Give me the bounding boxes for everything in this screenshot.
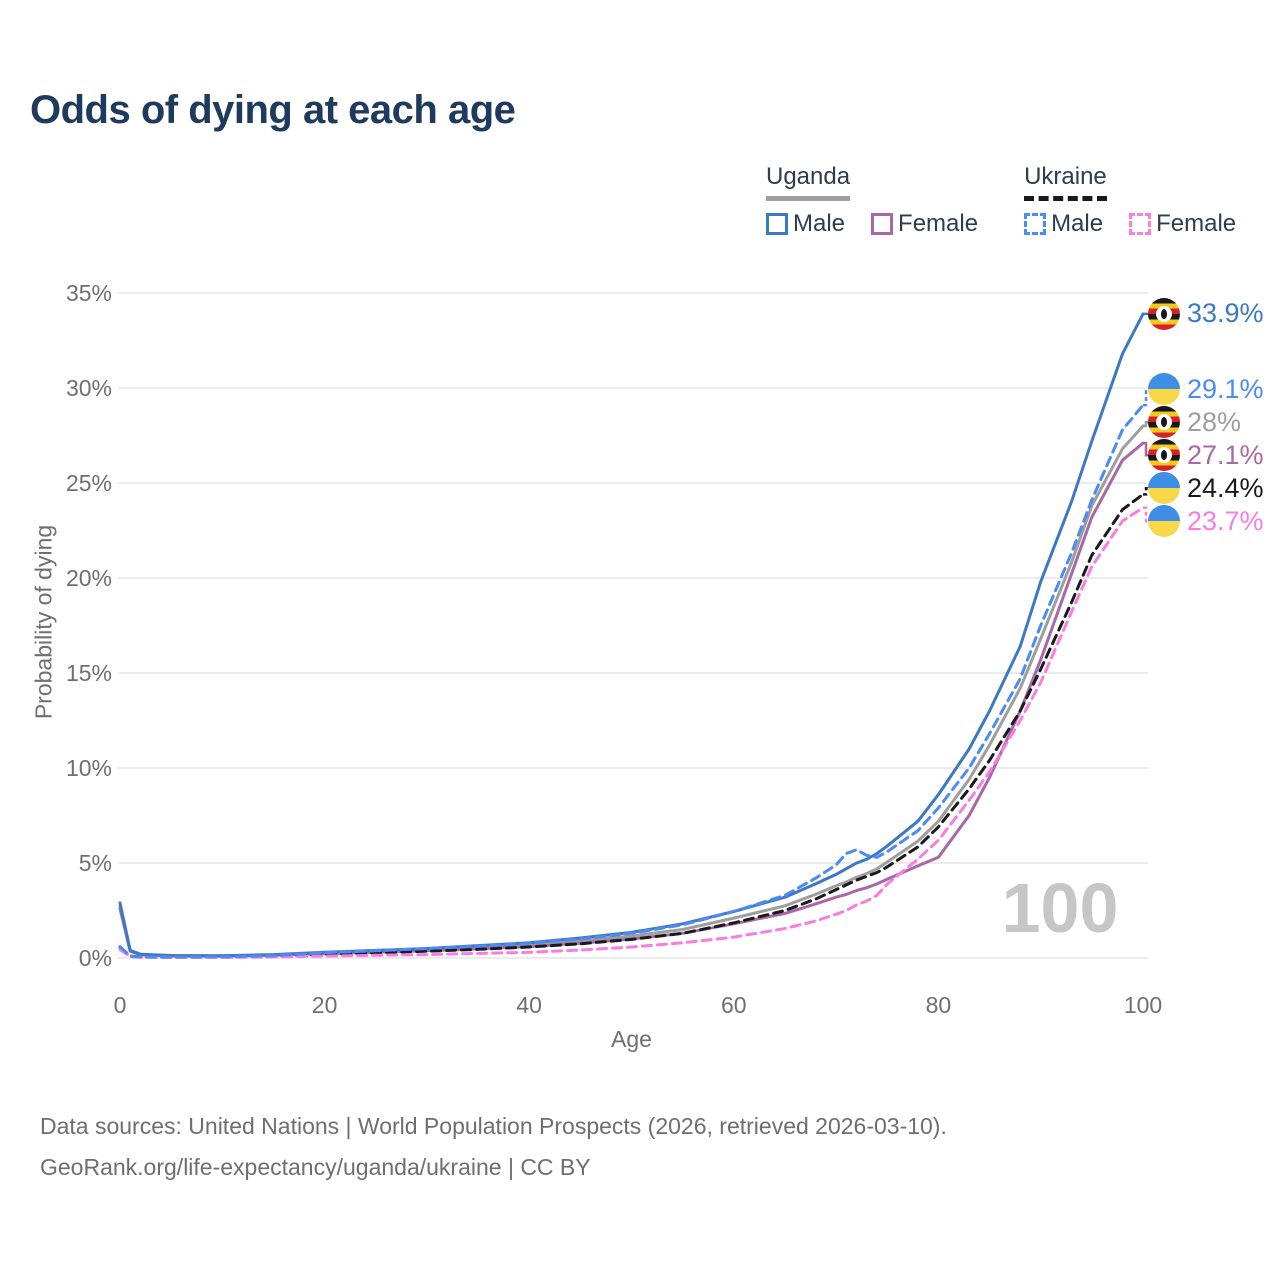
- ukraine-flag-icon: [1148, 373, 1180, 406]
- x-tick-label-20: 20: [312, 992, 338, 1018]
- x-tick-label-80: 80: [926, 992, 952, 1018]
- end-label-uganda-female: 27.1%: [1148, 438, 1264, 472]
- y-tick-label-0: 0%: [79, 945, 112, 971]
- legend-swatch-ukraine-female-icon: [1129, 213, 1152, 235]
- end-label-uganda-male: 33.9%: [1148, 297, 1264, 331]
- crested-crane-icon: [1161, 417, 1167, 428]
- uganda-flag-icon: [1148, 439, 1180, 472]
- x-tick-label-60: 60: [721, 992, 747, 1018]
- legend-items-ukraine: Male Female: [1024, 210, 1236, 238]
- y-tick-label-25: 25%: [66, 470, 112, 496]
- legend-item-uganda-male[interactable]: Male: [766, 210, 845, 238]
- end-label-ukraine-female: 23.7%: [1148, 504, 1264, 538]
- end-label-value: 29.1%: [1187, 373, 1264, 404]
- end-label-value: 23.7%: [1187, 505, 1264, 536]
- end-label-uganda-all: 28%: [1148, 405, 1241, 439]
- y-tick-label-15: 15%: [66, 660, 112, 686]
- legend: Uganda Male Female Ukraine Male Female: [766, 163, 1236, 238]
- y-tick-label-20: 20%: [66, 565, 112, 591]
- legend-swatch-uganda-male-icon: [766, 213, 788, 235]
- end-label-value: 24.4%: [1187, 472, 1264, 503]
- series-ukraine-female-line[interactable]: [118, 506, 1145, 959]
- x-tick-label-40: 40: [516, 992, 542, 1018]
- chart-title: Odds of dying at each age: [30, 88, 516, 132]
- footer-source-line: Data sources: United Nations | World Pop…: [40, 1113, 947, 1139]
- y-tick-label-5: 5%: [79, 850, 112, 876]
- legend-item-uganda-female[interactable]: Female: [871, 210, 978, 238]
- crested-crane-icon: [1161, 308, 1167, 319]
- series-ukraine-all-connector: [1143, 487, 1151, 496]
- end-label-value: 27.1%: [1187, 439, 1264, 470]
- legend-swatch-ukraine-male-icon: [1024, 213, 1047, 235]
- y-tick-label-10: 10%: [66, 755, 112, 781]
- legend-group-ukraine: Ukraine Male Female: [1024, 163, 1236, 238]
- uganda-flag-icon: [1148, 406, 1180, 439]
- uganda-flag-icon: [1148, 297, 1180, 330]
- legend-item-ukraine-female[interactable]: Female: [1129, 210, 1236, 238]
- legend-item-label: Male: [1051, 210, 1104, 237]
- footer-license-line: GeoRank.org/life-expectancy/uganda/ukrai…: [40, 1154, 591, 1180]
- legend-swatch-uganda-female-icon: [871, 213, 894, 235]
- y-axis-title: Probability of dying: [30, 524, 57, 720]
- crested-crane-icon: [1161, 450, 1167, 461]
- age-indicator: 100: [1001, 869, 1119, 947]
- legend-item-ukraine-male[interactable]: Male: [1024, 210, 1103, 238]
- legend-items-uganda: Male Female: [766, 210, 978, 238]
- series-ukraine-female-connector: [1143, 506, 1151, 523]
- end-label-value: 28%: [1187, 406, 1242, 437]
- end-label-value: 33.9%: [1187, 298, 1264, 329]
- y-tick-label-35: 35%: [66, 280, 112, 306]
- legend-item-label: Female: [1156, 210, 1237, 237]
- legend-group-label-ukraine[interactable]: Ukraine: [1024, 163, 1107, 201]
- end-label-ukraine-all: 24.4%: [1148, 471, 1264, 505]
- ukraine-flag-icon: [1148, 472, 1180, 505]
- legend-group-label-uganda[interactable]: Uganda: [766, 163, 851, 201]
- series-ukraine-male-line[interactable]: [118, 403, 1145, 959]
- ukraine-flag-icon: [1148, 505, 1180, 538]
- footer: Data sources: United Nations | World Pop…: [40, 1106, 947, 1188]
- y-tick-label-30: 30%: [66, 375, 112, 401]
- x-tick-label-100: 100: [1124, 992, 1162, 1018]
- legend-item-label: Male: [793, 210, 846, 237]
- legend-item-label: Female: [898, 210, 979, 237]
- end-label-ukraine-male: 29.1%: [1148, 372, 1264, 406]
- x-axis-title: Age: [611, 1026, 652, 1052]
- x-tick-label-0: 0: [114, 992, 127, 1018]
- legend-group-uganda: Uganda Male Female: [766, 163, 978, 238]
- series-uganda-male-line[interactable]: [118, 312, 1145, 958]
